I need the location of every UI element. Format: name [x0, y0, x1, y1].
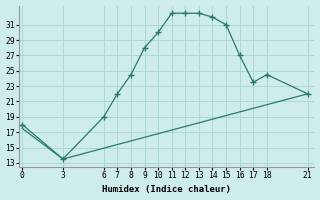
X-axis label: Humidex (Indice chaleur): Humidex (Indice chaleur)	[102, 185, 231, 194]
